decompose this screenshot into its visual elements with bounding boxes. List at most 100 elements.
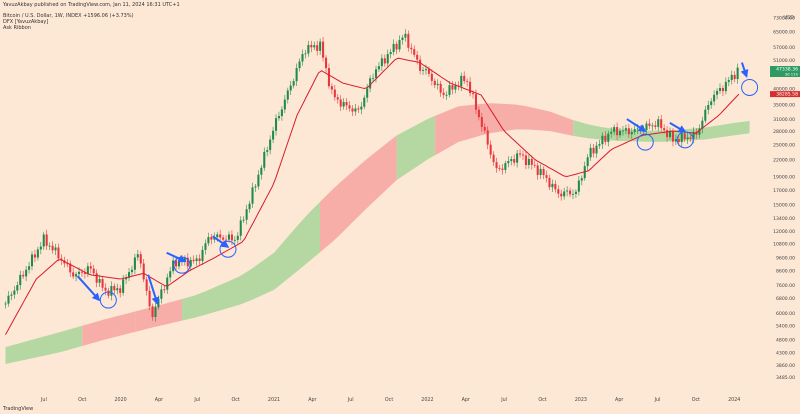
candle-body	[716, 90, 719, 95]
candle-body	[604, 135, 607, 142]
candle-body	[172, 260, 175, 272]
candle-body	[210, 237, 213, 240]
candle-body	[469, 81, 472, 94]
candle-body	[592, 147, 595, 154]
candle-body	[407, 33, 410, 48]
candle-body	[360, 106, 363, 110]
candle-body	[225, 239, 228, 241]
symbol-info[interactable]: Bitcoin / U.S. Dollar, 1W, INDEX +1596.0…	[3, 13, 134, 19]
candle-body	[66, 263, 69, 265]
candle-body	[133, 257, 136, 270]
candle-body	[630, 131, 633, 135]
currency-label[interactable]: USD	[783, 15, 794, 21]
candle-body	[516, 153, 519, 163]
candle-body	[701, 120, 704, 129]
x-tick-label: Apr	[615, 397, 623, 403]
y-tick-label: 65000.00	[773, 29, 795, 35]
candle-body	[451, 85, 454, 90]
candle-body	[198, 258, 201, 262]
candle-body	[548, 177, 551, 188]
ribbon-band-pink	[135, 299, 182, 332]
candle-body	[310, 44, 313, 48]
candle-body	[19, 274, 22, 286]
candle-body	[668, 131, 672, 138]
candle-body	[78, 271, 81, 275]
candle-body	[618, 130, 622, 136]
candle-body	[86, 266, 89, 274]
candle-body	[707, 104, 710, 110]
candle-body	[72, 272, 75, 277]
price-tag-label: 47338.36	[776, 67, 798, 73]
candle-body	[430, 73, 433, 81]
candle-body	[501, 168, 504, 170]
x-tick-label: Apr	[155, 397, 163, 403]
price-tag-label: 38285.58	[776, 92, 798, 98]
y-tick-label: 8600.00	[776, 268, 795, 274]
candle-body	[419, 59, 422, 71]
candle-body	[480, 117, 483, 127]
candle-body	[671, 131, 674, 142]
candle-body	[610, 131, 613, 134]
candle-body	[486, 130, 489, 145]
candle-body	[380, 58, 383, 67]
candle-body	[286, 90, 289, 100]
annotation-arrow	[166, 251, 187, 263]
candle-body	[436, 83, 439, 86]
candle-body	[75, 274, 78, 277]
candle-body	[304, 53, 307, 55]
candle-body	[483, 126, 486, 131]
candle-body	[22, 274, 25, 277]
candle-body	[683, 133, 686, 140]
x-tick-label: Jul	[347, 397, 354, 403]
y-tick-label: 5400.00	[776, 323, 795, 329]
candle-body	[127, 272, 131, 278]
candle-body	[16, 285, 19, 291]
candle-body	[233, 239, 236, 241]
candle-body	[733, 74, 736, 80]
candle-body	[219, 234, 222, 238]
candle-body	[698, 128, 701, 135]
candle-body	[95, 273, 98, 283]
y-tick-label: 4300.00	[776, 350, 795, 356]
candle-body	[663, 128, 666, 131]
candle-body	[392, 43, 395, 53]
candle-body	[333, 89, 336, 98]
candle-body	[324, 57, 328, 69]
x-tick-label: Oct	[385, 397, 393, 403]
candle-body	[295, 68, 298, 82]
candle-body	[533, 164, 536, 166]
candle-body	[101, 279, 104, 288]
candle-body	[607, 133, 610, 142]
candle-body	[601, 135, 604, 145]
candle-body	[322, 41, 325, 58]
candle-body	[654, 125, 657, 127]
x-tick-label: Jul	[193, 397, 200, 403]
candle-body	[554, 183, 557, 190]
candle-body	[339, 99, 342, 107]
candle-body	[404, 33, 407, 38]
candle-body	[521, 154, 525, 156]
indicator-label-dfx[interactable]: DFX [YavuzAkbay]	[3, 19, 49, 25]
candle-body	[636, 128, 639, 130]
candle-body	[354, 108, 357, 112]
candle-body	[54, 247, 57, 251]
candle-body	[248, 203, 251, 210]
candle-body	[398, 39, 401, 50]
candle-body	[519, 153, 522, 155]
candle-body	[130, 269, 133, 273]
candle-body	[10, 294, 13, 296]
candle-body	[383, 58, 386, 64]
x-tick-label: Oct	[78, 397, 86, 403]
candle-body	[595, 145, 598, 154]
candle-body	[186, 257, 189, 267]
candle-body	[724, 81, 727, 92]
candle-body	[542, 168, 545, 176]
candle-body	[718, 88, 722, 91]
candle-body	[351, 108, 354, 112]
annotation-arrow	[669, 122, 687, 133]
candle-body	[613, 127, 616, 132]
indicator-label-ribbon[interactable]: Ask Ribbon	[3, 25, 31, 31]
ribbon-band-pink	[435, 103, 574, 156]
candle-body	[42, 234, 45, 247]
